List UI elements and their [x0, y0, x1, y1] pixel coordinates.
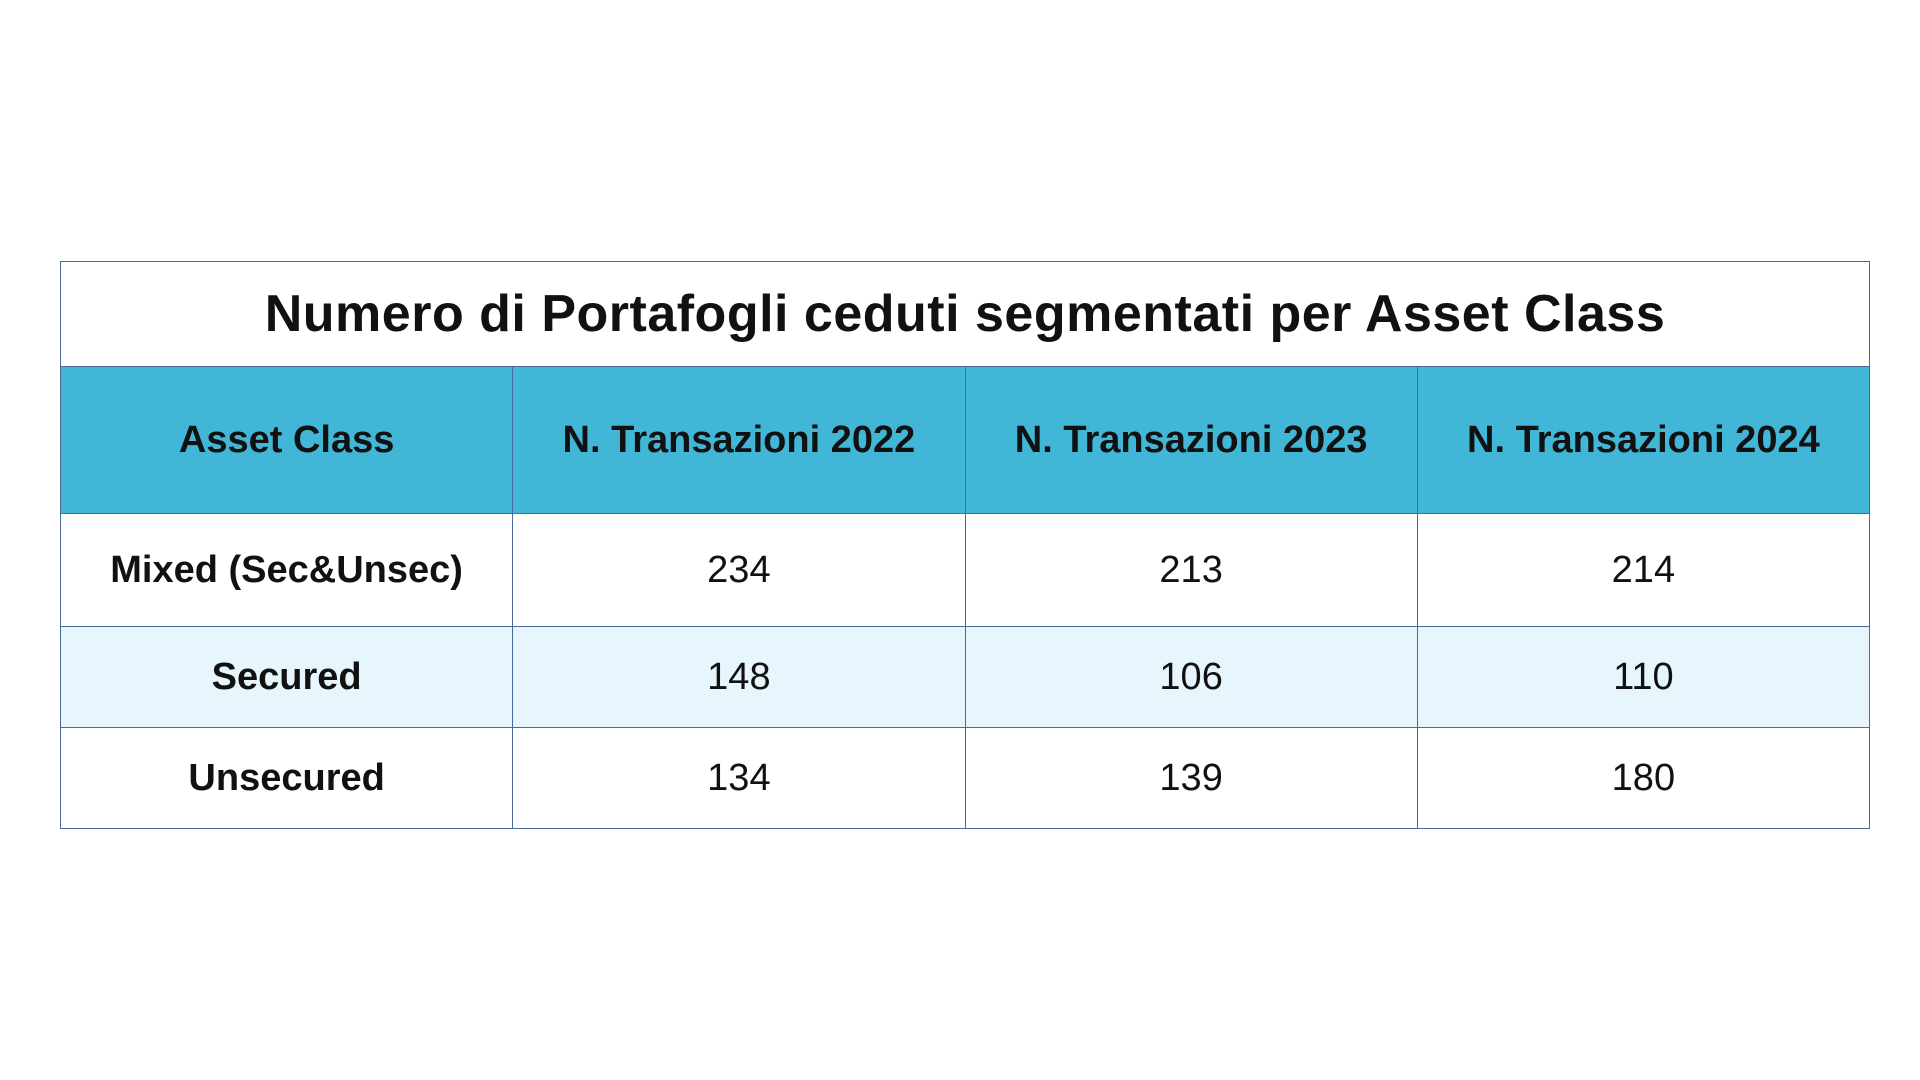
table-row: Unsecured 134 139 180 [59, 727, 1871, 829]
cell-value: 180 [1416, 727, 1871, 829]
cell-value: 110 [1416, 626, 1871, 728]
column-header-2023: N. Transazioni 2023 [964, 366, 1418, 514]
column-header-2022: N. Transazioni 2022 [512, 366, 966, 514]
data-table-container: Numero di Portafogli ceduti segmentati p… [59, 261, 1871, 829]
cell-value: 139 [964, 727, 1418, 829]
row-label: Unsecured [59, 727, 514, 829]
row-label: Mixed (Sec&Unsec) [59, 513, 514, 627]
title-row: Numero di Portafogli ceduti segmentati p… [60, 261, 1870, 367]
table-row: Secured 148 106 110 [59, 626, 1871, 728]
cell-value: 214 [1416, 513, 1871, 627]
cell-value: 148 [512, 626, 966, 728]
row-label: Secured [59, 626, 514, 728]
cell-value: 234 [512, 513, 966, 627]
cell-value: 106 [964, 626, 1418, 728]
column-header-asset-class: Asset Class [59, 366, 514, 514]
table-title: Numero di Portafogli ceduti segmentati p… [60, 261, 1870, 367]
table-row: Mixed (Sec&Unsec) 234 213 214 [59, 513, 1871, 627]
cell-value: 134 [512, 727, 966, 829]
header-row: Asset Class N. Transazioni 2022 N. Trans… [59, 366, 1871, 514]
cell-value: 213 [964, 513, 1418, 627]
column-header-2024: N. Transazioni 2024 [1416, 366, 1871, 514]
asset-class-table: Numero di Portafogli ceduti segmentati p… [59, 261, 1871, 829]
